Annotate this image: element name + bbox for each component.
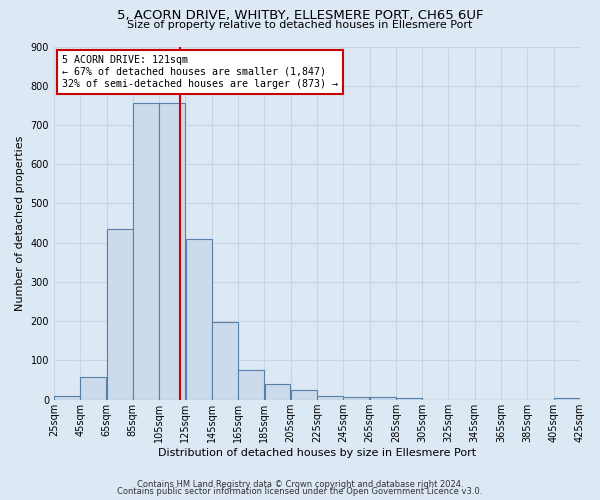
Bar — [343, 396, 370, 400]
Bar — [212, 322, 238, 400]
Text: Size of property relative to detached houses in Ellesmere Port: Size of property relative to detached ho… — [127, 20, 473, 30]
Bar — [107, 229, 133, 400]
Text: Contains HM Land Registry data © Crown copyright and database right 2024.: Contains HM Land Registry data © Crown c… — [137, 480, 463, 489]
Bar — [370, 396, 395, 400]
Bar — [554, 398, 580, 400]
Bar — [80, 377, 106, 400]
Bar — [238, 370, 264, 400]
Text: Contains public sector information licensed under the Open Government Licence v3: Contains public sector information licen… — [118, 487, 482, 496]
Y-axis label: Number of detached properties: Number of detached properties — [15, 136, 25, 311]
Bar — [396, 398, 422, 400]
Bar — [291, 390, 317, 400]
Bar — [54, 396, 80, 400]
Bar — [185, 239, 212, 400]
Bar — [160, 104, 185, 400]
Bar — [265, 384, 290, 400]
X-axis label: Distribution of detached houses by size in Ellesmere Port: Distribution of detached houses by size … — [158, 448, 476, 458]
Text: 5, ACORN DRIVE, WHITBY, ELLESMERE PORT, CH65 6UF: 5, ACORN DRIVE, WHITBY, ELLESMERE PORT, … — [117, 9, 483, 22]
Bar — [317, 396, 343, 400]
Text: 5 ACORN DRIVE: 121sqm
← 67% of detached houses are smaller (1,847)
32% of semi-d: 5 ACORN DRIVE: 121sqm ← 67% of detached … — [62, 56, 338, 88]
Bar — [133, 104, 159, 400]
